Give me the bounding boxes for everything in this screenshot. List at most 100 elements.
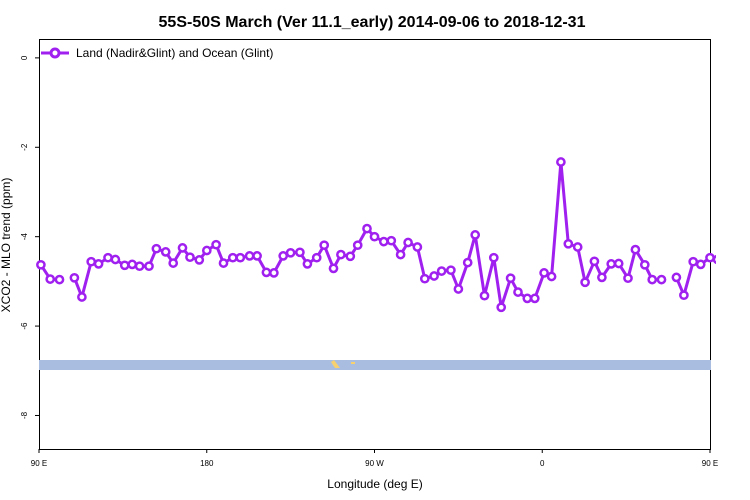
data-point — [362, 223, 372, 234]
data-point — [606, 259, 617, 269]
data-point — [285, 247, 296, 258]
data-point — [227, 252, 238, 263]
data-point — [345, 251, 356, 262]
data-point — [412, 242, 423, 252]
legend-marker — [49, 47, 61, 59]
data-point — [436, 266, 447, 276]
data-point — [529, 293, 540, 304]
x-tick-label: 90 W — [365, 459, 384, 468]
coverage-bar — [39, 360, 711, 370]
x-tick-label: 180 — [200, 459, 214, 468]
data-point — [194, 255, 205, 265]
data-point — [386, 235, 397, 246]
data-point — [705, 252, 715, 263]
data-point — [513, 287, 523, 297]
y-axis-label: XCO2 - MLO trend (ppm) — [0, 178, 13, 313]
data-point — [623, 273, 633, 284]
data-point — [671, 272, 682, 283]
data-point — [127, 259, 138, 270]
x-tick-label: 0 — [540, 459, 545, 468]
data-point — [218, 258, 229, 268]
x-axis-ticks: 90 E 180 90 W 0 90 E — [31, 449, 718, 468]
data-point — [45, 274, 56, 284]
chart-title: 55S-50S March (Ver 11.1_early) 2014-09-0… — [159, 14, 586, 31]
data-point — [546, 271, 557, 282]
data-point — [395, 249, 406, 260]
data-point — [522, 293, 533, 304]
data-point — [688, 256, 699, 267]
data-point — [86, 256, 97, 267]
data-point — [235, 252, 246, 263]
data-point — [723, 262, 730, 269]
data-point — [302, 259, 313, 269]
data-point — [563, 238, 574, 249]
data-point — [470, 230, 481, 240]
data-point — [93, 259, 104, 269]
data-point — [352, 240, 363, 251]
data-point — [110, 254, 121, 265]
data-point — [630, 244, 641, 255]
data-point — [269, 268, 279, 278]
data-point — [144, 261, 154, 272]
data-point — [695, 259, 706, 270]
x-axis-label: Longitude (deg E) — [327, 477, 422, 491]
y-tick-label: -6 — [20, 322, 29, 330]
data-point — [479, 290, 490, 301]
legend-label: Land (Nadir&Glint) and Ocean (Glint) — [76, 46, 273, 60]
data-point — [656, 274, 667, 285]
data-point — [378, 236, 389, 247]
data-point — [311, 252, 322, 263]
x-tick-label: 90 E — [31, 459, 47, 468]
data-point — [419, 273, 430, 284]
data-point — [69, 272, 80, 283]
data-point — [134, 261, 145, 272]
data-point — [160, 247, 171, 257]
data-point — [446, 265, 456, 276]
data-point — [278, 251, 289, 261]
y-tick-label: -8 — [20, 411, 29, 419]
data-point — [496, 302, 507, 313]
observation-coverage-band — [39, 360, 711, 370]
data-point — [453, 284, 464, 294]
data-point — [403, 237, 413, 248]
data-point — [639, 259, 650, 270]
data-point — [613, 258, 624, 269]
y-tick-label: -2 — [20, 143, 29, 151]
data-point — [539, 268, 549, 278]
data-point — [597, 272, 607, 283]
data-point — [211, 239, 221, 250]
data-point — [252, 251, 262, 261]
data-point — [36, 259, 46, 270]
data-point — [488, 252, 499, 263]
y-tick-label: -4 — [20, 233, 29, 241]
data-point — [185, 252, 195, 263]
legend: Land (Nadir&Glint) and Ocean (Glint) — [41, 46, 273, 60]
data-point — [168, 258, 179, 268]
series-line — [73, 160, 662, 309]
data-point — [505, 273, 516, 284]
data-point — [177, 243, 188, 253]
data-point — [261, 267, 272, 278]
series-0 — [36, 157, 747, 313]
data-point — [103, 252, 113, 263]
data-point — [589, 256, 600, 267]
data-point — [580, 277, 590, 288]
series-layer — [36, 157, 747, 313]
data-point — [647, 274, 658, 285]
data-point — [119, 260, 130, 271]
data-point — [328, 263, 339, 274]
data-point — [369, 231, 380, 242]
data-point — [572, 242, 583, 252]
data-point — [336, 249, 346, 260]
data-point — [77, 292, 87, 302]
plot-frame — [39, 39, 711, 450]
y-tick-label: 0 — [20, 55, 29, 60]
data-point — [556, 157, 566, 167]
data-point — [740, 263, 747, 270]
coverage-mark-small — [351, 362, 355, 364]
data-point — [295, 247, 305, 258]
data-point — [54, 274, 65, 285]
x-tick-label: 90 E — [702, 459, 718, 468]
data-point — [319, 240, 330, 251]
